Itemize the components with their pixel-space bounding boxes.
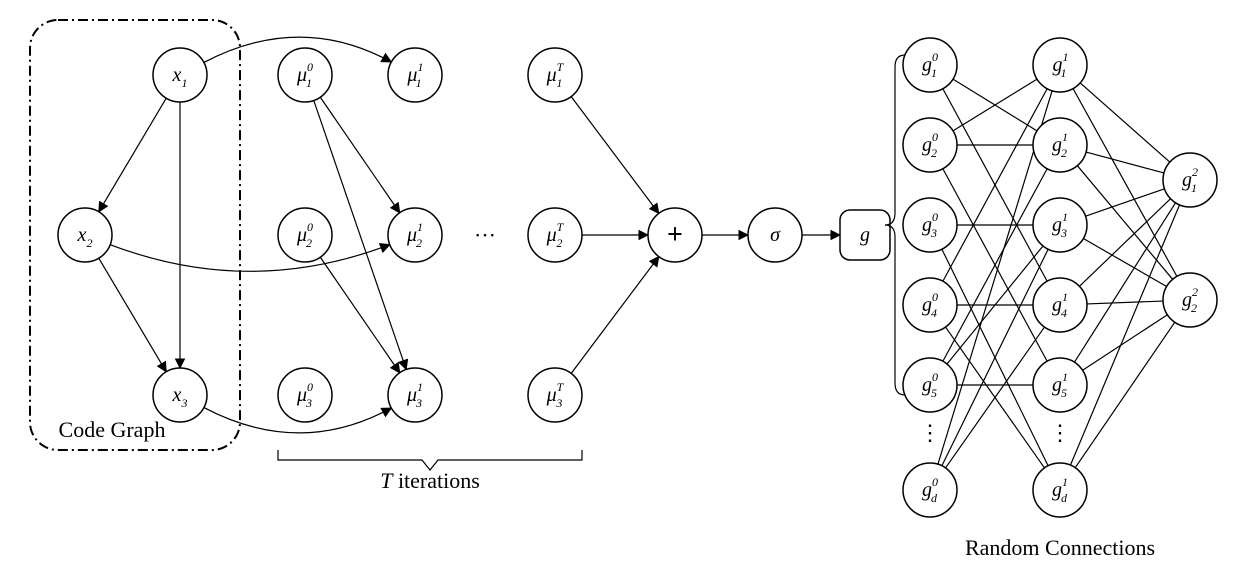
edge-g14-g22 — [1087, 301, 1163, 304]
random-connections-label: Random Connections — [965, 535, 1155, 560]
edge-x1-x2 — [99, 98, 166, 212]
svg-text:T iterations: T iterations — [380, 468, 480, 493]
edge-g14-g21 — [1079, 199, 1170, 287]
svg-text:⋮: ⋮ — [919, 420, 941, 445]
edge-g1d-g22 — [1075, 322, 1175, 467]
svg-text:g: g — [860, 224, 870, 246]
edge-g12-g21 — [1086, 152, 1164, 173]
edge-muT3-plus — [571, 257, 659, 374]
diagram-svg: x1x2x3μ01μ02μ03μ11μ12μ13μT1μT2μT3+σg01g0… — [0, 0, 1240, 575]
edge-muT1-plus — [571, 97, 659, 214]
edge-g11-g21 — [1080, 83, 1170, 162]
t-iterations-brace — [278, 450, 582, 470]
edge-x2-x3 — [99, 258, 166, 372]
edge-g15-g22 — [1083, 315, 1168, 370]
svg-text:σ: σ — [770, 224, 781, 246]
edge-g13-g22 — [1083, 238, 1166, 286]
curve-x2-mu12 — [110, 245, 390, 272]
edge-g1d-g21 — [1070, 205, 1179, 465]
svg-text:+: + — [667, 220, 683, 251]
g-expand-brace — [885, 55, 905, 395]
svg-text:···: ··· — [474, 223, 496, 248]
code-graph-label: Code Graph — [59, 417, 166, 442]
edge-g13-g21 — [1086, 189, 1165, 216]
svg-text:⋮: ⋮ — [1049, 420, 1071, 445]
